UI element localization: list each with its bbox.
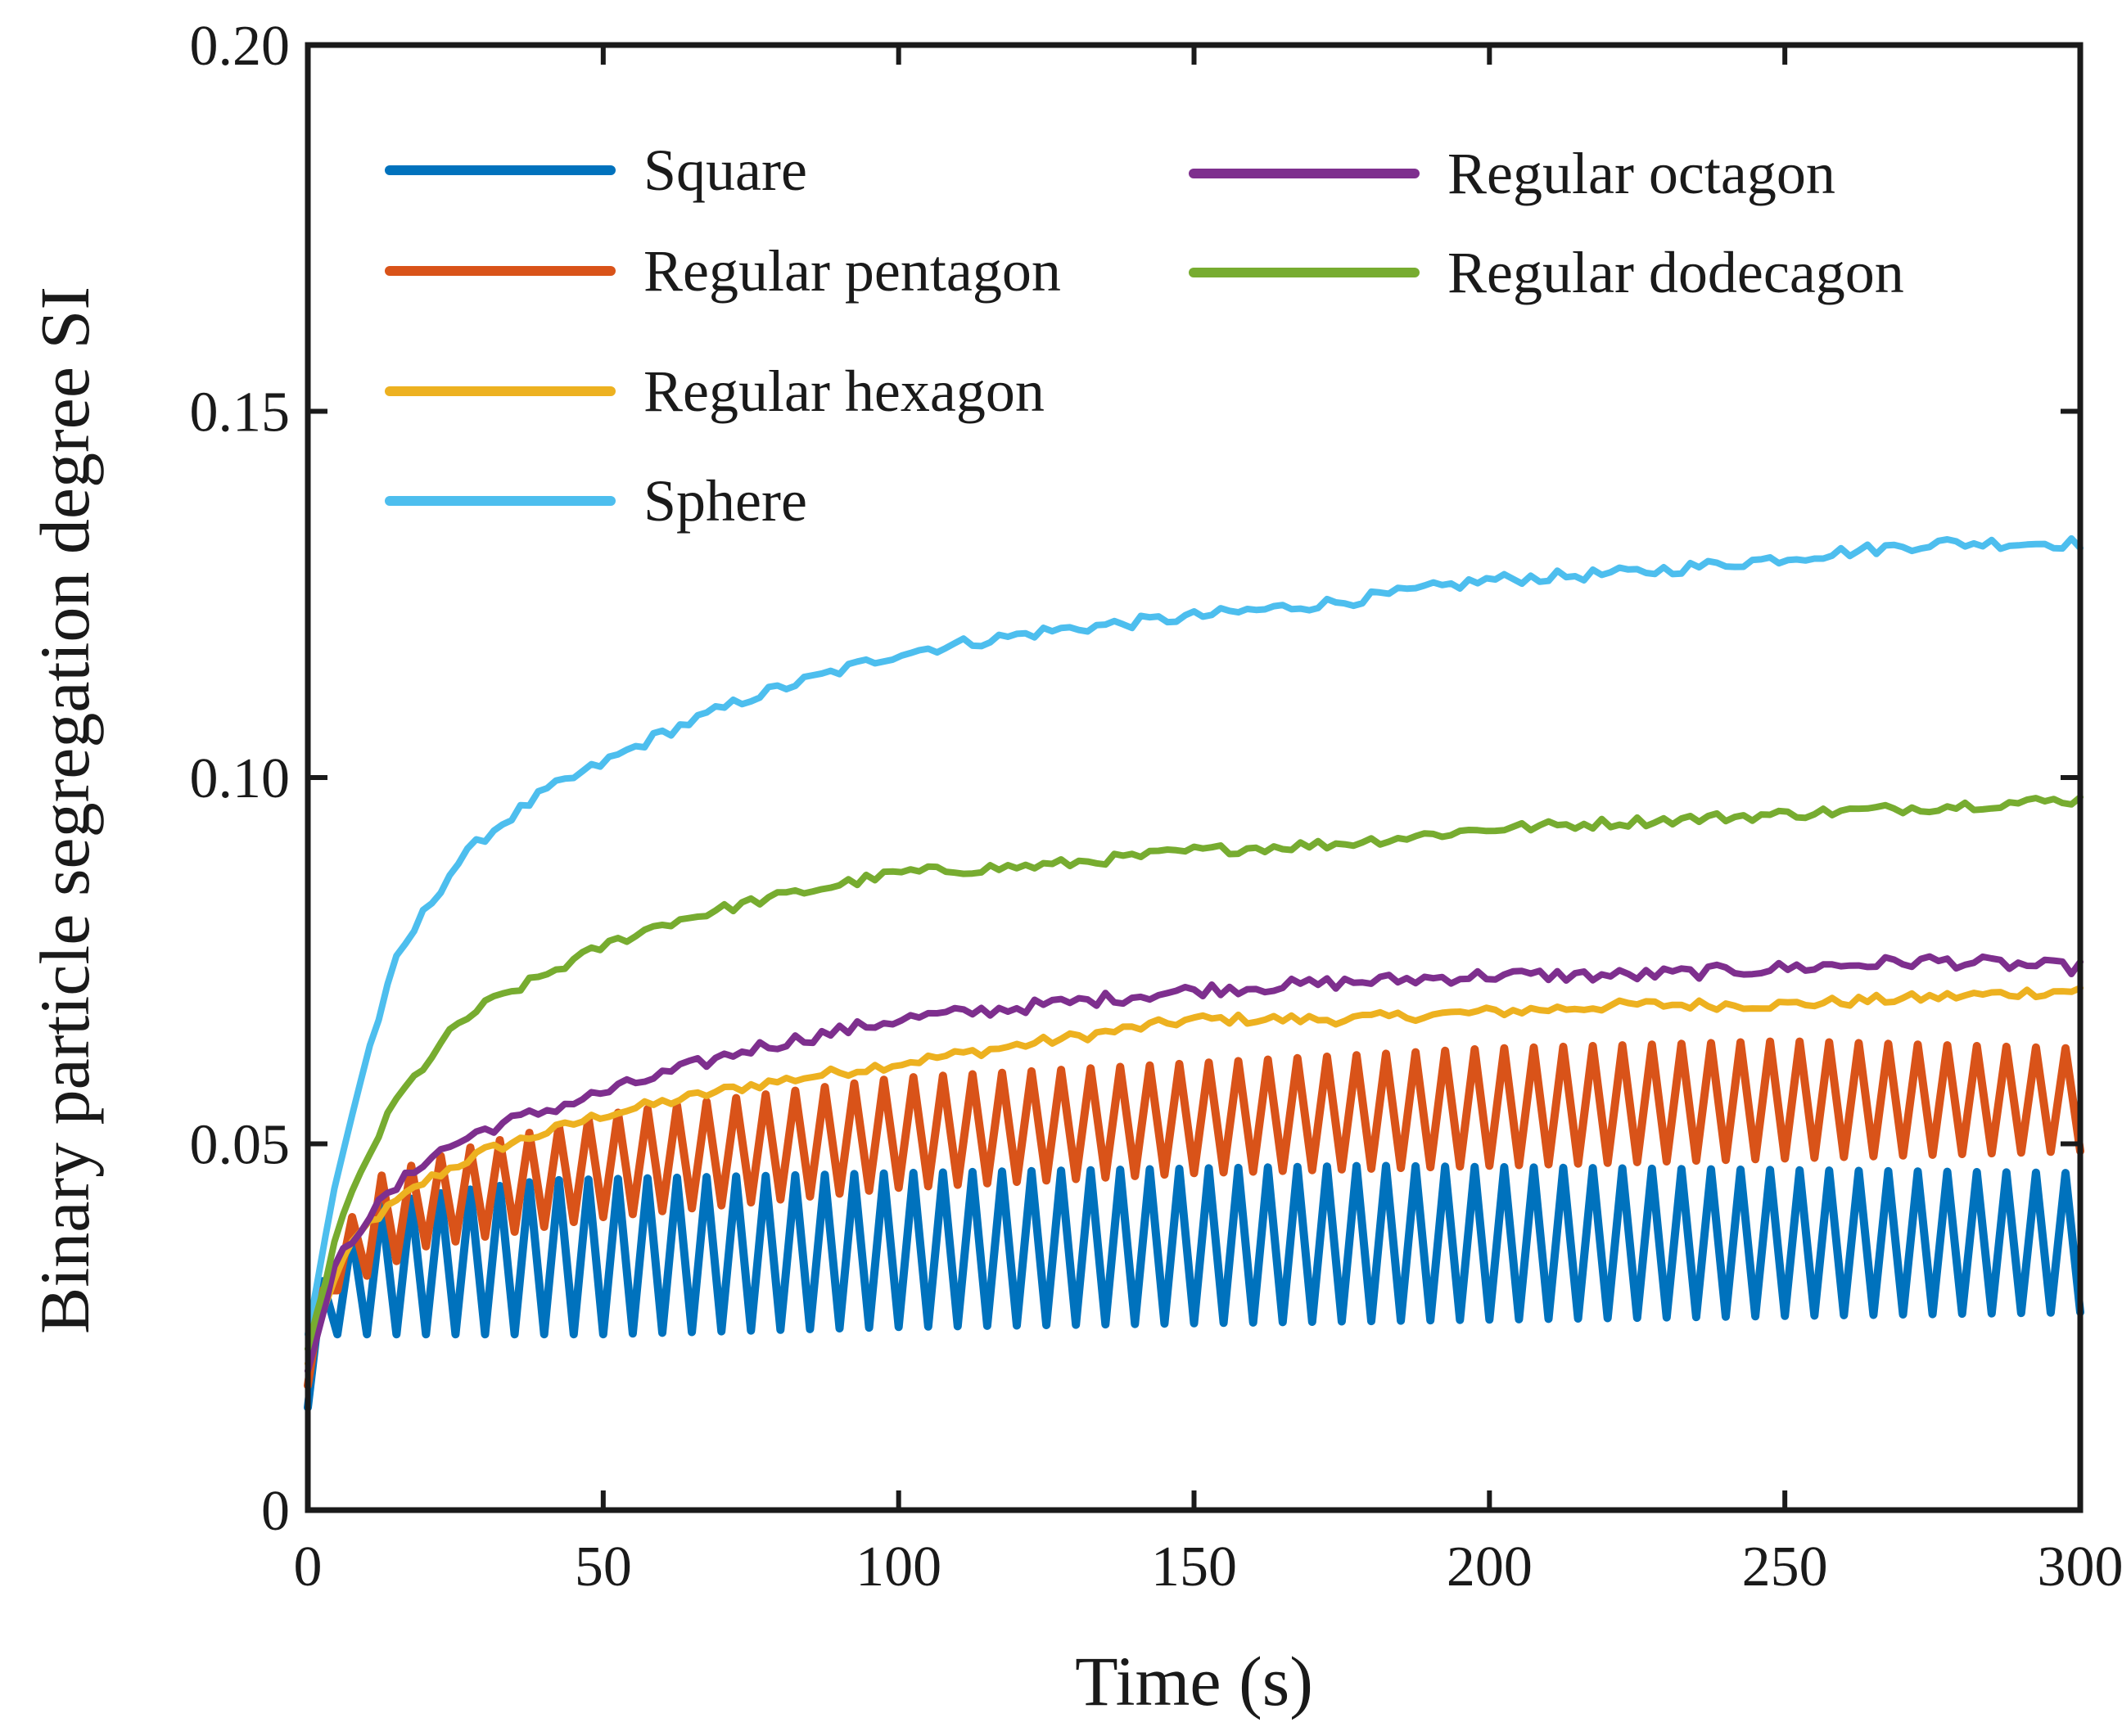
y-tick-label: 0.05 <box>190 1114 291 1177</box>
legend-label-regular-octagon: Regular octagon <box>1447 141 1835 206</box>
series-line-sphere <box>305 534 2084 1338</box>
series-line-regular-dodecagon <box>305 793 2084 1353</box>
ticks-layer: 0 50 100 150 200 250 300 0 0.05 0.10 0.15 0.20 <box>190 15 2122 1598</box>
x-tick-label: 150 <box>1151 1535 1237 1598</box>
x-tick-label: 250 <box>1742 1535 1828 1598</box>
x-tick-label: 200 <box>1447 1535 1533 1598</box>
x-axis-title: Time (s) <box>1075 1642 1313 1720</box>
legend-label-regular-pentagon: Regular pentagon <box>643 238 1061 304</box>
legend-label-square: Square <box>643 138 807 203</box>
x-tick-label: 50 <box>575 1535 632 1598</box>
series-line-square <box>304 1161 2084 1412</box>
y-axis-title: Binary particle segregation degree SI <box>25 286 104 1334</box>
series-line-regular-pentagon <box>304 1037 2084 1390</box>
y-tick-label: 0.20 <box>190 15 291 78</box>
legend-label-regular-hexagon: Regular hexagon <box>643 358 1045 424</box>
legend-label-sphere: Sphere <box>643 468 807 534</box>
series-line-regular-hexagon <box>305 985 2084 1367</box>
series-layer <box>304 534 2084 1412</box>
x-tick-label: 100 <box>856 1535 941 1598</box>
legend-label-regular-dodecagon: Regular dodecagon <box>1447 240 1904 305</box>
x-tick-label: 0 <box>294 1535 323 1598</box>
legend: Square Regular pentagon Regular hexagon Sph… <box>385 138 1904 534</box>
y-tick-label: 0.15 <box>190 381 291 444</box>
series-line-regular-octagon <box>305 953 2084 1374</box>
x-tick-label: 300 <box>2038 1535 2122 1598</box>
y-tick-label: 0 <box>261 1480 290 1543</box>
y-tick-label: 0.10 <box>190 747 291 810</box>
